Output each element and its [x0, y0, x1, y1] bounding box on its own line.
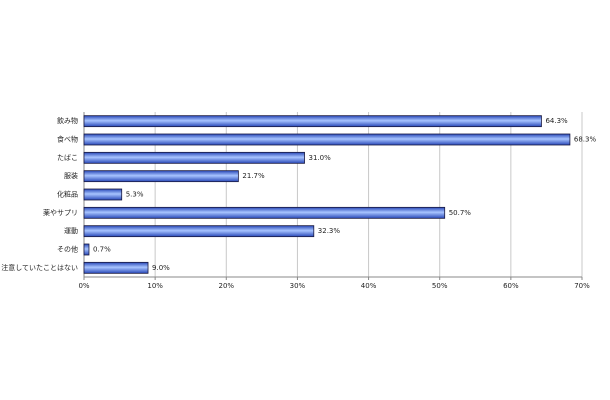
x-tick-label: 70%: [574, 282, 590, 290]
y-tick-label: 運動: [64, 226, 78, 235]
bar: [83, 188, 123, 201]
x-tick-label: 40%: [361, 282, 377, 290]
y-tick-label: たばこ: [57, 153, 78, 162]
bar: [83, 170, 239, 183]
bar: [83, 225, 315, 238]
value-label: 9.0%: [152, 264, 170, 272]
x-tick-label: 20%: [219, 282, 235, 290]
value-label: 64.3%: [545, 117, 568, 125]
bar: [83, 261, 149, 274]
x-tick-label: 10%: [147, 282, 163, 290]
bar: [83, 206, 446, 219]
value-label: 68.3%: [574, 136, 597, 144]
value-label: 32.3%: [318, 227, 341, 235]
bar: [83, 133, 571, 146]
x-tick-label: 0%: [78, 282, 89, 290]
value-label: 0.7%: [93, 246, 111, 254]
y-tick-label: 服装: [64, 171, 78, 180]
value-label: 31.0%: [309, 154, 332, 162]
y-tick-label: 化粧品: [57, 190, 78, 199]
bar: [83, 115, 542, 128]
bar: [83, 151, 305, 164]
y-tick-label: その他: [57, 245, 78, 254]
y-tick-label: 食べ物: [57, 135, 78, 144]
y-tick-label: 飲み物: [57, 116, 78, 125]
x-tick-label: 60%: [503, 282, 519, 290]
y-tick-label: 薬やサプリ: [43, 208, 78, 217]
bar: [83, 243, 90, 256]
x-tick-label: 50%: [432, 282, 448, 290]
value-label: 50.7%: [449, 209, 472, 217]
value-label: 21.7%: [242, 172, 265, 180]
y-tick-label: 注意していたことはない: [1, 263, 78, 272]
value-label: 5.3%: [126, 191, 144, 199]
x-tick-label: 30%: [290, 282, 306, 290]
